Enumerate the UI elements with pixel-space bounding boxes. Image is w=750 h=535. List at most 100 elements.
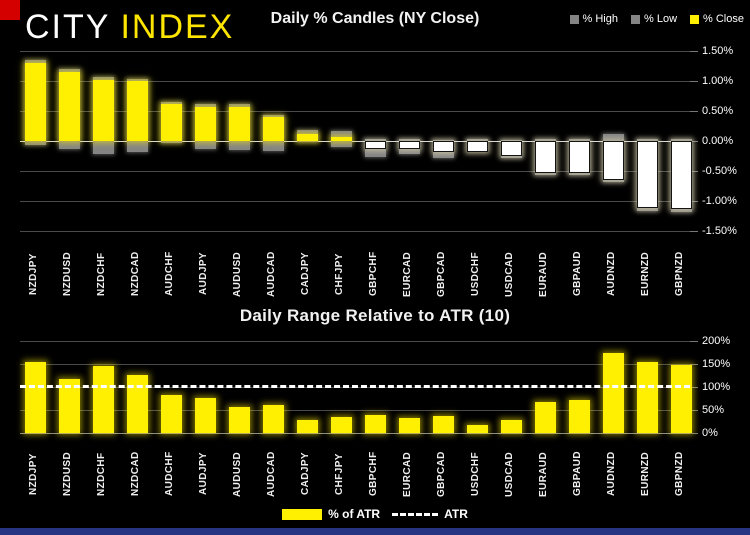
x-label-USDCHF: USDCHF [470,251,481,297]
legend-dashed-line-icon [392,512,439,516]
candle-body-AUDJPY [194,107,216,141]
axis-tick [690,111,698,112]
atr-bar-GBPNZD [670,364,692,433]
x-label-USDCHF: USDCHF [470,451,481,497]
gridline [20,409,690,411]
x-label-CADJPY: CADJPY [300,252,311,296]
x-label-EURCAD: EURCAD [402,251,413,297]
legend-label: % Close [703,13,744,25]
x-label-USDCAD: USDCAD [504,251,515,297]
candle-body-AUDUSD [228,106,250,141]
candle-body-USDCHF [466,141,488,152]
x-label-NZDCAD: NZDCAD [130,451,141,497]
candle-body-NZDJPY [24,63,46,141]
gridline [20,340,690,342]
candle-body-NZDCAD [126,81,148,141]
axis-tick [690,386,698,388]
y-tick-label: 0.50% [702,105,734,117]
atr-bar-GBPCHF [364,414,386,433]
candle-body-EURCAD [398,141,420,150]
gridline [20,201,690,202]
atr-bar-AUDUSD [228,407,250,433]
logo-city-text: CITY [25,8,111,46]
atr-bar-NZDCHF [92,365,114,433]
city-index-logo: CITY INDEX [25,8,234,47]
x-label-GBPCAD: GBPCAD [436,451,447,497]
x-label-EURNZD: EURNZD [640,251,651,297]
gridline [20,171,690,172]
y-tick-label: -0.50% [702,165,737,177]
bottom-chart-legend: % of ATR ATR [0,507,750,521]
axis-tick [690,231,698,232]
x-label-GBPAUD: GBPAUD [572,251,583,297]
y-tick-label: 50% [702,403,725,416]
x-label-AUDCAD: AUDCAD [266,251,277,297]
gridline [20,141,690,142]
legend-swatch-icon [690,14,700,24]
y-tick-label: 1.00% [702,75,734,87]
x-label-EURNZD: EURNZD [640,451,651,497]
x-label-NZDCAD: NZDCAD [130,251,141,297]
y-tick-label: -1.50% [702,225,737,237]
atr-reference-line [20,384,690,388]
x-label-EURAUD: EURAUD [538,251,549,297]
atr-bar-NZDCAD [126,374,148,433]
y-tick-label: 0.00% [702,135,734,147]
gridline [20,111,690,112]
legend-label: % of ATR [328,507,381,521]
legend-item-atr: ATR [392,507,468,521]
atr-bar-EURAUD [534,401,556,433]
x-label-AUDUSD: AUDUSD [232,451,243,497]
atr-bar-NZDJPY [24,362,46,433]
footer-accent-bar [0,528,750,535]
x-label-AUDNZD: AUDNZD [606,451,617,497]
x-label-GBPAUD: GBPAUD [572,451,583,497]
candle-body-CADJPY [296,134,318,141]
legend-item-low: % Low [631,13,677,25]
x-label-AUDJPY: AUDJPY [198,452,209,496]
axis-tick [690,409,698,411]
candle-body-EURAUD [534,141,556,174]
candle-body-AUDCAD [262,117,284,141]
candle-body-AUDCHF [160,103,182,141]
y-tick-label: 1.50% [702,45,734,57]
legend-item-of-atr: % of ATR [282,507,380,521]
gridline [20,81,690,82]
candle-body-GBPAUD [568,141,590,174]
axis-tick [690,171,698,172]
candle-body-NZDCHF [92,79,114,141]
y-tick-label: -1.00% [702,195,737,207]
legend-bar-swatch-icon [282,508,323,520]
x-label-GBPCHF: GBPCHF [368,451,379,497]
legend-swatch-icon [569,14,579,24]
axis-tick [690,141,698,142]
axis-tick [690,201,698,202]
x-label-CHFJPY: CHFJPY [334,453,345,495]
x-label-EURCAD: EURCAD [402,451,413,497]
atr-bar-EURNZD [636,362,658,433]
bottom-chart-title: Daily Range Relative to ATR (10) [239,306,511,325]
x-label-GBPCAD: GBPCAD [436,251,447,297]
x-label-NZDCHF: NZDCHF [96,452,107,496]
atr-bar-AUDNZD [602,353,624,433]
gridline [20,51,690,52]
atr-bar-CHFJPY [330,416,352,433]
y-tick-label: 200% [702,334,731,347]
x-label-AUDCHF: AUDCHF [164,451,175,497]
candle-body-NZDUSD [58,72,80,141]
x-label-GBPNZD: GBPNZD [674,251,685,297]
logo-index-text: INDEX [120,8,235,46]
x-label-NZDJPY: NZDJPY [28,253,39,295]
x-label-USDCAD: USDCAD [504,451,515,497]
atr-bar-EURCAD [398,418,420,433]
axis-tick [690,363,698,365]
atr-bar-AUDCHF [160,394,182,433]
atr-bar-NZDUSD [58,378,80,433]
atr-bar-AUDCAD [262,405,284,433]
x-label-CHFJPY: CHFJPY [334,253,345,295]
top-chart-legend: % High % Low % Close [569,13,744,25]
x-label-GBPNZD: GBPNZD [674,451,685,497]
x-label-NZDJPY: NZDJPY [28,453,39,495]
gridline [20,433,690,434]
